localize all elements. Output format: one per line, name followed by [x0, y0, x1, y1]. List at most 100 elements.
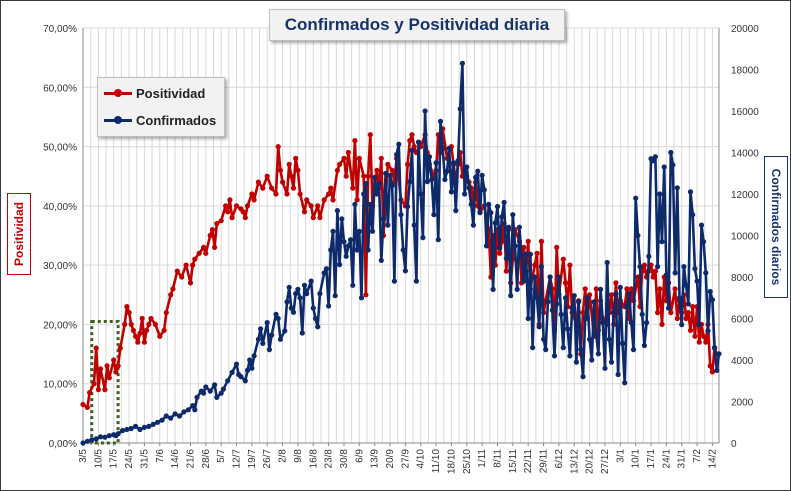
data-point-confirmados: [207, 388, 213, 394]
data-point-positividad: [275, 144, 281, 150]
y-axis-right-title: Confirmados diarios: [764, 156, 788, 298]
data-point-confirmados: [440, 145, 446, 151]
data-point-confirmados: [593, 332, 599, 338]
data-point-confirmados: [448, 189, 454, 195]
data-point-confirmados: [426, 154, 433, 160]
data-point-positividad: [580, 310, 586, 316]
highlight-box: [90, 319, 120, 445]
data-point-confirmados: [288, 305, 294, 311]
data-point-confirmados: [672, 270, 678, 276]
data-point-positividad: [407, 138, 413, 144]
data-point-confirmados: [466, 185, 472, 191]
data-point-positividad: [367, 132, 373, 138]
data-point-confirmados: [133, 423, 139, 429]
data-point-positividad: [174, 268, 180, 274]
data-point-confirmados: [519, 253, 525, 259]
data-point-confirmados: [299, 330, 305, 336]
data-point-confirmados: [317, 291, 323, 297]
data-point-confirmados: [185, 407, 191, 413]
data-point-positividad: [139, 315, 145, 322]
data-point-confirmados: [683, 282, 689, 288]
data-point-positividad: [288, 173, 294, 179]
data-point-confirmados: [486, 201, 492, 207]
data-point-confirmados: [361, 191, 367, 197]
data-point-positividad: [148, 315, 154, 322]
data-point-positividad: [264, 173, 270, 179]
data-point-confirmados: [378, 257, 384, 263]
data-point-positividad: [321, 197, 327, 203]
data-point-confirmados: [400, 247, 406, 253]
x-tick-label: 17/1: [646, 449, 657, 469]
data-point-confirmados: [598, 286, 604, 292]
x-tick-label: 7/6: [155, 449, 166, 463]
data-point-confirmados: [652, 154, 659, 160]
data-point-confirmados: [137, 426, 143, 433]
data-point-positividad: [128, 321, 134, 327]
data-point-confirmados: [444, 168, 450, 174]
y-left-tick-label: 70,00%: [43, 24, 77, 35]
data-point-confirmados: [350, 282, 356, 288]
legend-swatch-confirmados: [104, 114, 132, 126]
data-point-positividad: [214, 221, 220, 227]
data-point-confirmados: [619, 340, 626, 346]
data-point-confirmados: [192, 407, 198, 413]
data-point-confirmados: [387, 172, 393, 178]
data-point-confirmados: [514, 286, 520, 292]
data-point-positividad: [356, 155, 362, 161]
data-point-positividad: [212, 244, 218, 250]
data-point-confirmados: [630, 347, 637, 353]
data-point-positividad: [361, 173, 367, 179]
data-point-confirmados: [679, 322, 685, 328]
x-tick-label: 9/8: [293, 449, 304, 463]
data-point-confirmados: [510, 212, 516, 218]
data-point-confirmados: [591, 299, 597, 305]
data-point-confirmados: [293, 291, 299, 297]
x-tick-label: 14/2: [707, 449, 718, 469]
data-point-confirmados: [668, 149, 674, 156]
y-left-tick-label: 60,00%: [43, 83, 77, 94]
data-point-positividad: [687, 327, 694, 333]
data-point-confirmados: [396, 141, 402, 147]
data-point-confirmados: [194, 394, 200, 400]
data-point-positividad: [701, 333, 707, 339]
data-point-positividad: [240, 209, 246, 215]
data-point-positividad: [218, 218, 224, 224]
data-point-confirmados: [391, 278, 397, 284]
data-point-positividad: [328, 185, 334, 191]
data-point-confirmados: [492, 220, 498, 226]
data-point-positividad: [227, 197, 233, 203]
data-point-positividad: [168, 292, 174, 298]
data-point-confirmados: [218, 390, 224, 396]
data-point-confirmados: [159, 417, 165, 423]
data-point-positividad: [378, 155, 384, 161]
data-point-confirmados: [304, 291, 310, 297]
data-point-positividad: [242, 215, 248, 221]
data-point-positividad: [269, 185, 275, 191]
data-point-positividad: [203, 250, 209, 256]
data-point-confirmados: [220, 386, 226, 392]
data-point-confirmados: [635, 232, 641, 239]
y-axis-left-title-text: Positividad: [12, 201, 26, 267]
data-point-confirmados: [483, 243, 490, 249]
data-point-confirmados: [269, 332, 275, 338]
data-point-confirmados: [413, 278, 419, 284]
data-point-confirmados: [670, 162, 676, 168]
data-point-confirmados: [141, 424, 147, 430]
data-point-confirmados: [330, 228, 336, 234]
data-point-positividad: [692, 333, 698, 339]
data-point-confirmados: [308, 278, 314, 284]
data-point-confirmados: [709, 297, 716, 303]
data-point-confirmados: [367, 201, 373, 207]
y-right-tick-label: 14000: [731, 149, 759, 160]
data-point-confirmados: [521, 278, 527, 284]
data-point-positividad: [503, 268, 509, 274]
data-point-confirmados: [628, 320, 634, 326]
data-point-confirmados: [602, 365, 608, 371]
y-left-tick-label: 30,00%: [43, 261, 77, 272]
x-tick-label: 21/6: [185, 449, 196, 469]
data-point-confirmados: [497, 245, 503, 251]
data-point-positividad: [87, 390, 93, 396]
data-point-confirmados: [97, 434, 104, 440]
x-tick-label: 28/6: [201, 449, 212, 469]
data-point-confirmados: [604, 259, 610, 266]
